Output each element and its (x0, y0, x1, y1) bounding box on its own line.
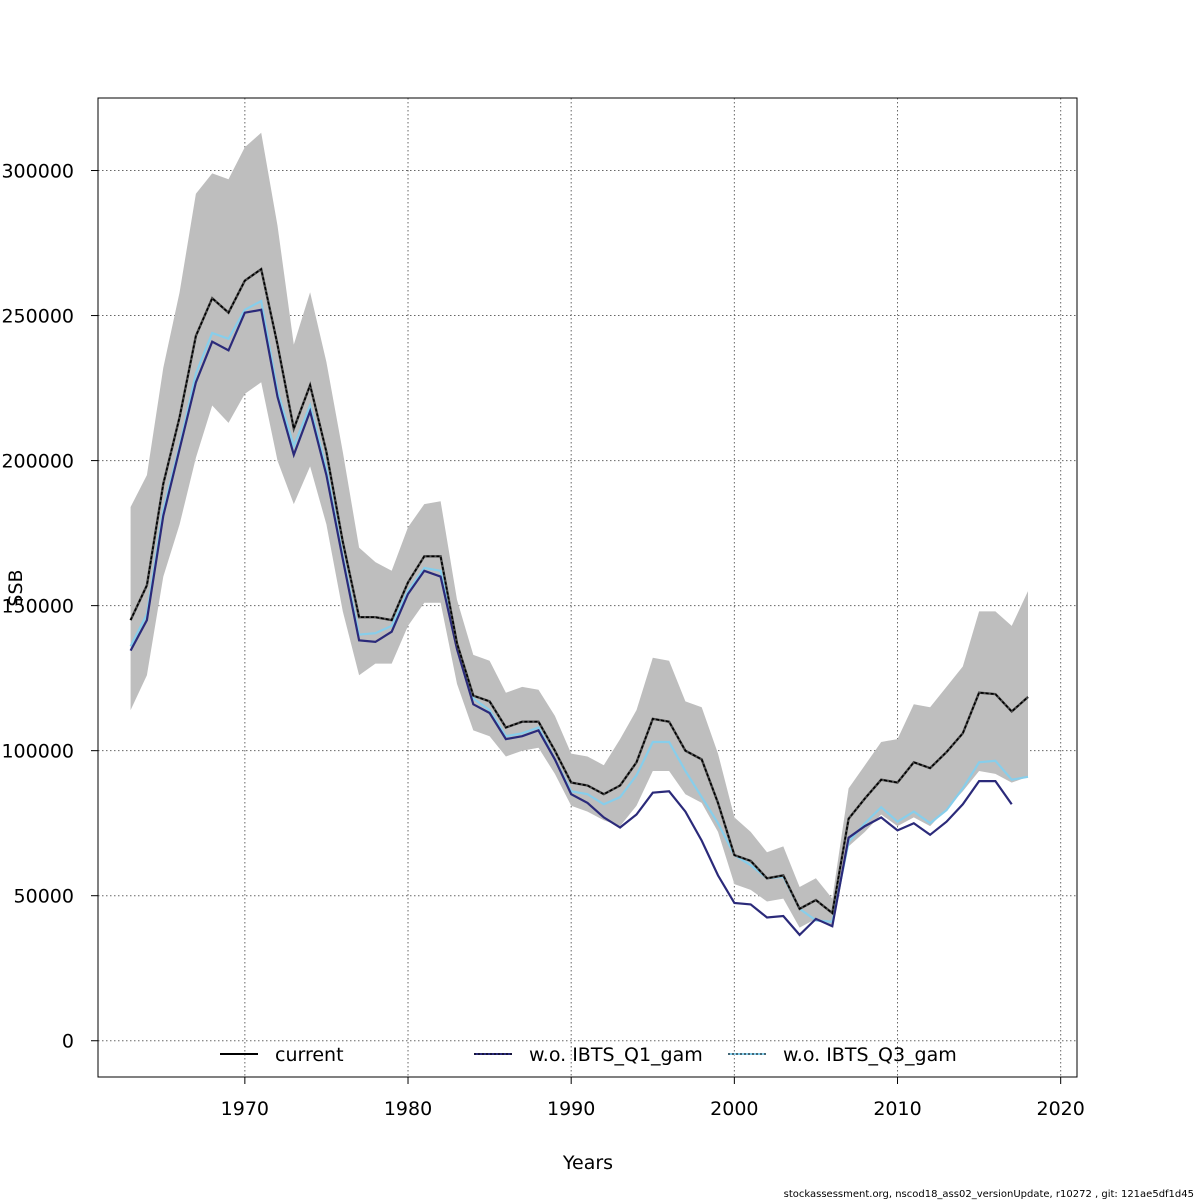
x-tick-label: 2000 (710, 1098, 758, 1120)
footer-credit: stockassessment.org, nscod18_ass02_versi… (784, 1189, 1194, 1200)
confidence-band (130, 132, 1029, 928)
y-tick-label: 100000 (1, 741, 74, 763)
series-line-current-dash (129, 267, 1029, 915)
series-line-w-o-ibts-q1 (129, 308, 1013, 937)
y-tick-label: 250000 (1, 306, 74, 328)
x-tick-label: 2010 (873, 1098, 921, 1120)
confidence-band-layer (130, 132, 1029, 928)
x-tick-label: 1970 (221, 1098, 269, 1120)
y-tick-label: 0 (62, 1031, 74, 1053)
y-tick-label: 150000 (1, 596, 74, 618)
legend-label-q1: w.o. IBTS_Q1_gam (529, 1044, 703, 1066)
x-tick-label: 2020 (1037, 1098, 1085, 1120)
y-tick-label: 50000 (14, 886, 74, 908)
axes-layer: 1970 1980 1990 2000 2010 2020 0 50000 100000 1500… (1, 161, 1084, 1120)
y-axis-title: SSB (5, 569, 27, 606)
x-axis-title: Years (562, 1152, 613, 1174)
legend-label-current: current (275, 1044, 344, 1066)
legend: current w.o. IBTS_Q1_gam w.o. IBTS_Q3_ga… (220, 1044, 957, 1066)
legend-label-q3: w.o. IBTS_Q3_gam (783, 1044, 957, 1066)
y-tick-label: 300000 (1, 161, 74, 183)
series-layer (129, 267, 1029, 937)
x-tick-label: 1980 (384, 1098, 432, 1120)
series-line-w-o-ibts-q3 (129, 299, 1029, 923)
y-tick-label: 200000 (1, 451, 74, 473)
x-tick-label: 1990 (547, 1098, 595, 1120)
